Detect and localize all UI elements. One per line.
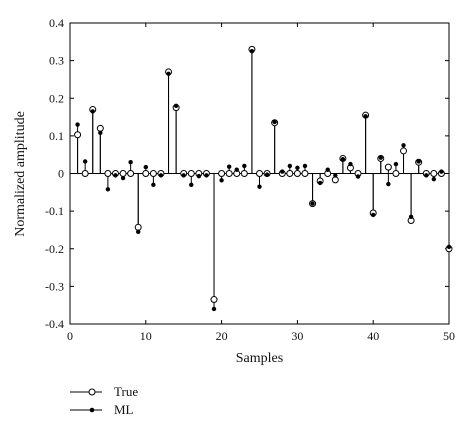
marker-ml [181,173,186,178]
marker-ml [82,159,88,164]
marker-true [210,296,218,304]
marker-true [331,176,339,184]
marker-ml [378,155,383,160]
stems [77,49,450,309]
marker-ml [295,165,300,171]
x-axis-label: Samples [236,351,283,366]
marker-true [400,147,408,155]
marker-true [225,170,233,177]
marker-ml [204,173,209,178]
marker-ml [393,161,399,167]
x-tick-label: 40 [367,329,379,343]
markers [74,45,453,312]
marker-ml [219,178,224,183]
legend-label-ml: ML [114,402,134,417]
marker-true [384,163,392,171]
marker-ml [136,229,141,235]
marker-true [301,170,309,177]
marker-true [119,170,127,177]
marker-ml [408,214,414,219]
marker-ml [151,182,156,187]
y-tick-label: -0.4 [45,317,64,331]
marker-true [430,170,438,177]
legend-label-true: True [114,384,138,399]
marker-true [142,170,150,177]
marker-ml [446,244,452,250]
marker-ml [257,184,262,189]
marker-true [149,170,157,177]
marker-true [392,170,400,177]
marker-ml [234,167,239,172]
marker-ml [166,71,171,76]
marker-ml [355,174,361,179]
marker-true [286,170,294,177]
marker-true [127,170,135,177]
marker-true [96,124,104,132]
marker-ml [325,167,330,172]
marker-ml [196,173,202,179]
marker-ml [439,169,444,174]
marker-ml [424,173,429,178]
marker-true [81,170,89,177]
marker-ml [249,49,255,54]
y-tick-label: 0.4 [49,16,64,30]
marker-ml [90,109,95,114]
marker-ml [113,173,118,178]
y-tick-label: -0.2 [45,242,64,256]
marker-ml [416,159,421,164]
x-tick-label: 30 [291,329,303,343]
marker-ml [363,114,368,119]
marker-ml [98,130,103,136]
x-tick-label: 0 [67,329,73,343]
axes: 0 10 20 30 40 50 -0.4 -0.3 -0.2 -0.1 0 0.1 0.2 0.3 0.4 [45,16,455,343]
y-tick-label: -0.3 [45,279,64,293]
marker-ml [242,163,247,169]
marker-true [104,170,112,177]
x-tick-label: 10 [140,329,152,343]
marker-ml [75,122,80,127]
marker-ml [371,212,376,218]
y-tick-label: -0.1 [45,204,64,218]
marker-ml [264,172,270,177]
y-tick-label: 0.2 [49,91,64,105]
legend-marker-ml [89,407,95,413]
marker-ml [105,187,111,192]
marker-true [293,170,301,177]
marker-true [256,170,263,177]
marker-ml [431,176,437,182]
x-tick-label: 50 [443,329,455,343]
marker-ml [310,201,315,206]
marker-ml [158,173,164,178]
y-tick-label: 0 [58,167,64,181]
marker-ml [348,161,353,167]
marker-true [218,170,226,177]
marker-ml [340,157,346,162]
marker-ml [401,143,406,148]
marker-ml [189,182,194,187]
marker-ml [173,103,179,108]
marker-ml [120,175,126,181]
marker-ml [317,180,323,186]
marker-ml [333,173,338,178]
marker-ml [143,164,148,170]
marker-true [187,170,195,177]
marker-ml [386,181,391,187]
marker-ml [211,306,217,312]
x-tick-label: 20 [216,329,228,343]
marker-ml [280,169,285,174]
marker-ml [128,160,133,165]
marker-ml [287,163,293,169]
legend-marker-true [88,388,96,396]
y-tick-label: 0.1 [49,129,64,143]
marker-true [74,131,82,139]
marker-ml [226,164,232,169]
y-tick-label: 0.3 [49,54,64,68]
marker-ml [272,119,277,125]
marker-true [134,223,142,231]
legend: True ML [70,384,138,417]
marker-true [240,170,248,177]
y-axis-label: Normalized amplitude [13,111,28,237]
marker-ml [302,163,308,169]
